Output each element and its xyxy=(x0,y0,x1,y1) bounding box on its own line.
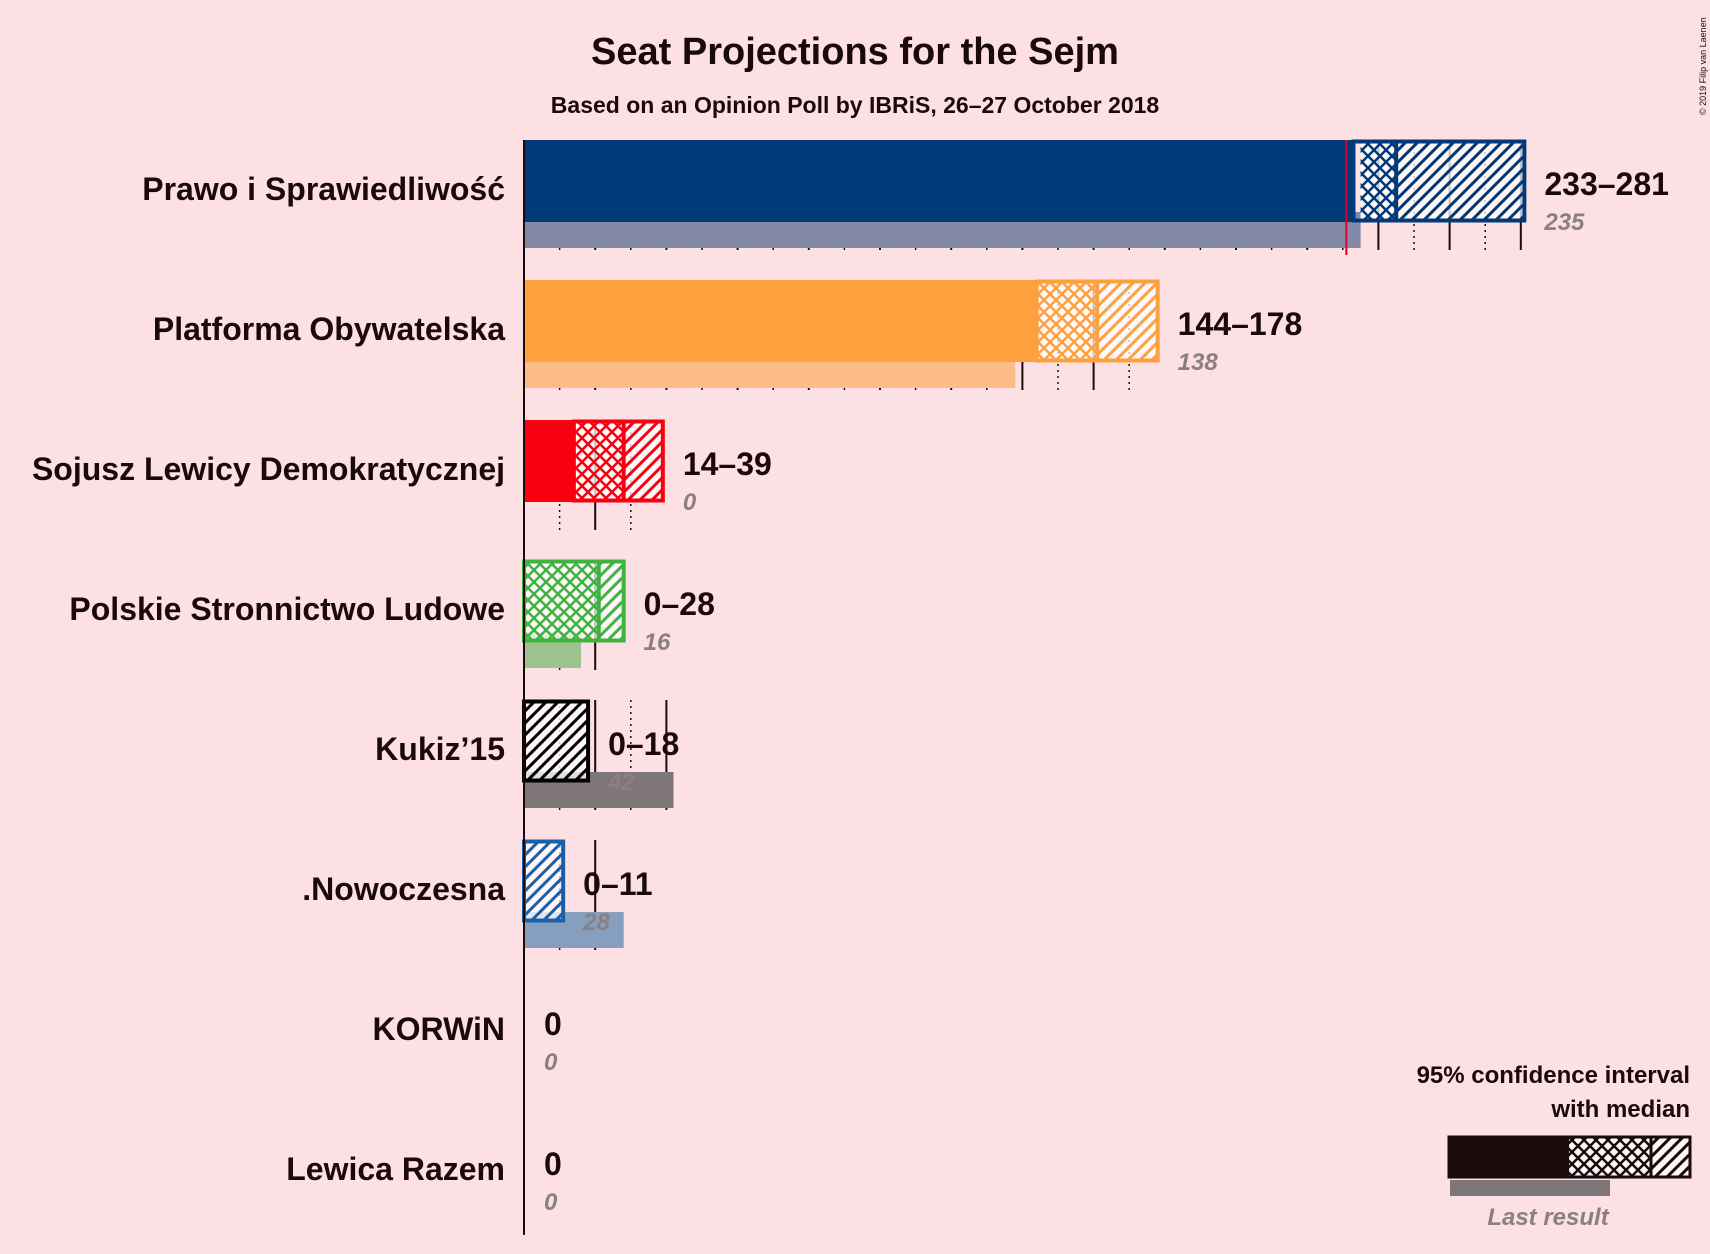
bar-upper-zone xyxy=(623,420,663,502)
bar-upper-zone xyxy=(1396,140,1525,222)
last-result-label: 42 xyxy=(607,769,635,796)
party-row-korwin: KORWiN 0 0 xyxy=(373,1006,562,1076)
bar-upper-zone xyxy=(598,560,624,642)
legend-median-swatch xyxy=(1569,1137,1651,1177)
party-row-polskie-stronnictwo-ludowe: Polskie Stronnictwo Ludowe 0–28 16 xyxy=(69,559,715,668)
bar-median-zone xyxy=(524,560,599,642)
chart-title: Seat Projections for the Sejm xyxy=(591,31,1119,73)
party-name-label: Sojusz Lewicy Demokratycznej xyxy=(32,451,505,487)
bar-median-zone xyxy=(1036,280,1098,362)
bar-upper-zone xyxy=(1097,280,1158,362)
party-name-label: Polskie Stronnictwo Ludowe xyxy=(69,591,505,627)
legend-line1: 95% confidence interval xyxy=(1417,1062,1690,1089)
legend-last-result-swatch xyxy=(1450,1180,1610,1196)
legend-upper-swatch xyxy=(1651,1137,1690,1177)
party-name-label: Kukiz’15 xyxy=(375,731,505,767)
legend-outline xyxy=(1447,1135,1692,1179)
chart-subtitle: Based on an Opinion Poll by IBRiS, 26–27… xyxy=(551,92,1160,118)
legend: 95% confidence interval with median Last… xyxy=(1417,1062,1692,1231)
range-label: 144–178 xyxy=(1178,306,1303,342)
party-row-sojusz-lewicy-demokratycznej: Sojusz Lewicy Demokratycznej 14–39 0 xyxy=(32,419,772,516)
party-row-prawo-i-sprawiedliwo: Prawo i Sprawiedliwość 233–281 235 xyxy=(142,139,1669,248)
range-label: 14–39 xyxy=(683,446,772,482)
last-result-label: 28 xyxy=(582,909,610,936)
party-name-label: Platforma Obywatelska xyxy=(153,311,505,347)
party-name-label: Prawo i Sprawiedliwość xyxy=(142,171,505,207)
party-row-lewica-razem: Lewica Razem 0 0 xyxy=(286,1146,562,1216)
range-label: 233–281 xyxy=(1544,166,1669,202)
bar-median-zone xyxy=(1360,140,1397,222)
last-result-label: 0 xyxy=(544,1049,558,1076)
bar-solid xyxy=(524,420,574,502)
party-row-kukiz-15: Kukiz’15 0–18 42 xyxy=(375,699,679,808)
range-label: 0 xyxy=(544,1146,562,1182)
last-result-label: 0 xyxy=(683,489,697,516)
grid-lines xyxy=(558,140,1522,950)
legend-line2: with median xyxy=(1550,1096,1690,1123)
bar-median-zone xyxy=(573,420,624,502)
party-name-label: .Nowoczesna xyxy=(302,871,505,907)
party-name-label: Lewica Razem xyxy=(286,1151,505,1187)
bar-upper-zone xyxy=(524,840,564,922)
range-label: 0 xyxy=(544,1006,562,1042)
party-name-label: KORWiN xyxy=(373,1011,505,1047)
last-result-label: 138 xyxy=(1178,349,1219,376)
legend-solid-swatch xyxy=(1449,1137,1569,1177)
last-result-label: 0 xyxy=(544,1189,558,1216)
bar-upper-zone xyxy=(524,700,589,782)
last-result-label: 235 xyxy=(1543,209,1585,236)
bar-solid xyxy=(524,140,1354,222)
range-label: 0–11 xyxy=(583,866,652,902)
range-label: 0–28 xyxy=(644,586,715,622)
plot-area: Prawo i Sprawiedliwość 233–281 235 Platform… xyxy=(32,139,1669,1235)
legend-last-result: Last result xyxy=(1487,1204,1609,1231)
bar-solid xyxy=(524,280,1037,362)
copyright-note: © 2019 Filip van Laenen xyxy=(1698,17,1708,115)
range-label: 0–18 xyxy=(608,726,679,762)
party-row-platforma-obywatelska: Platforma Obywatelska 144–178 138 xyxy=(153,279,1303,388)
last-result-label: 16 xyxy=(644,629,671,656)
party-row-nowoczesna: .Nowoczesna 0–11 28 xyxy=(302,839,653,948)
bar-ci-outline xyxy=(571,419,665,503)
bar-ci-outline xyxy=(1351,139,1527,223)
